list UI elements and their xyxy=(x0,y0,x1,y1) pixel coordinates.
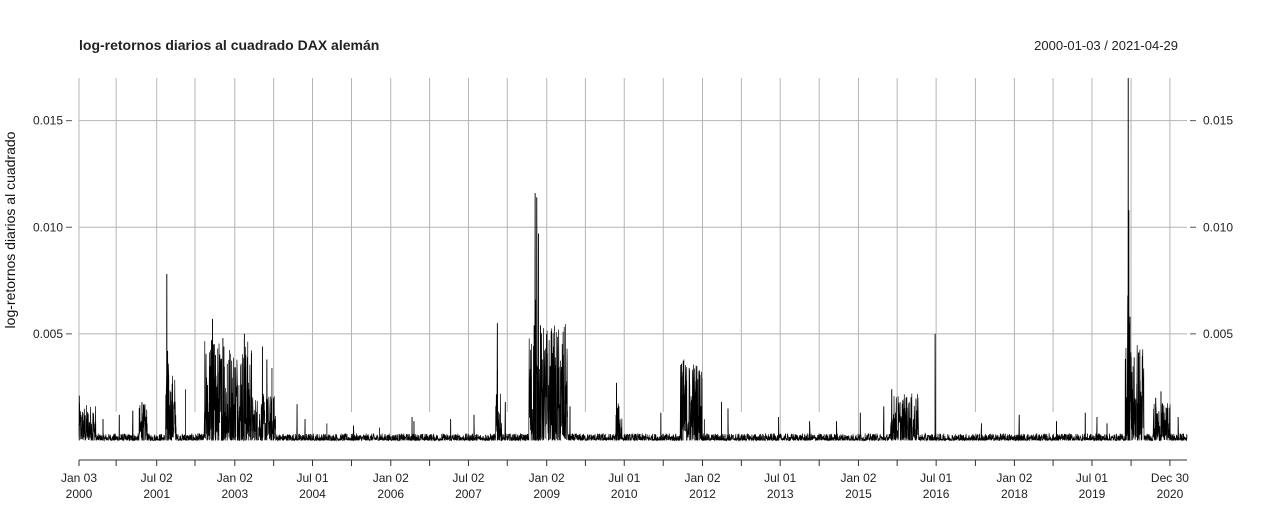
x-tick-year: 2007 xyxy=(455,487,482,501)
chart-title: log-retornos diarios al cuadrado DAX ale… xyxy=(79,37,379,53)
x-tick-year: 2010 xyxy=(611,487,638,501)
x-tick-year: 2015 xyxy=(845,487,872,501)
x-tick-year: 2016 xyxy=(923,487,950,501)
x-tick-year: 2000 xyxy=(66,487,93,501)
series-line xyxy=(78,77,1188,442)
x-tick-year: 2004 xyxy=(299,487,326,501)
x-tick-year: 2013 xyxy=(767,487,794,501)
x-tick-label: Jan 03 xyxy=(61,471,97,485)
x-tick-label: Jul 02 xyxy=(141,471,173,485)
series-polyline xyxy=(78,77,1188,442)
x-tick-year: 2001 xyxy=(143,487,170,501)
x-tick-label: Jul 01 xyxy=(608,471,640,485)
x-tick-year: 2020 xyxy=(1157,487,1184,501)
y-tick-label-right: 0.005 xyxy=(1203,327,1233,341)
y-tick-label-left: 0.015 xyxy=(33,114,63,128)
x-tick-year: 2019 xyxy=(1079,487,1106,501)
y-tick-label-left: 0.010 xyxy=(33,220,63,234)
x-tick-label: Jul 01 xyxy=(296,471,328,485)
x-tick-label: Jan 02 xyxy=(684,471,720,485)
y-tick-label-left: 0.005 xyxy=(33,327,63,341)
y-axis: 0.005 0.005 0.010 0.010 0.015 0.015 xyxy=(33,114,1233,341)
x-axis: Jan 03 2000 Jul 02 2001 Jan 02 2003 Jul 01 2004… xyxy=(61,459,1189,501)
date-range: 2000-01-03 / 2021-04-29 xyxy=(1034,38,1178,53)
x-tick-label: Jul 01 xyxy=(1076,471,1108,485)
x-tick-label: Jan 02 xyxy=(373,471,409,485)
y-tick-label-right: 0.010 xyxy=(1203,220,1233,234)
x-tick-label: Dec 30 xyxy=(1151,471,1189,485)
x-tick-label: Jan 02 xyxy=(996,471,1032,485)
x-tick-year: 2012 xyxy=(689,487,716,501)
x-tick-label: Jul 01 xyxy=(920,471,952,485)
x-tick-label: Jan 02 xyxy=(529,471,565,485)
x-tick-year: 2006 xyxy=(377,487,404,501)
x-tick-year: 2009 xyxy=(533,487,560,501)
x-tick-year: 2018 xyxy=(1001,487,1028,501)
x-tick-label: Jul 01 xyxy=(764,471,796,485)
x-tick-label: Jan 02 xyxy=(217,471,253,485)
x-tick-label: Jul 02 xyxy=(452,471,484,485)
y-axis-label: log-retornos diarios al cuadrado xyxy=(2,131,18,328)
grid xyxy=(78,78,1187,440)
x-tick-year: 2003 xyxy=(221,487,248,501)
x-tick-label: Jan 02 xyxy=(840,471,876,485)
y-tick-label-right: 0.015 xyxy=(1203,114,1233,128)
